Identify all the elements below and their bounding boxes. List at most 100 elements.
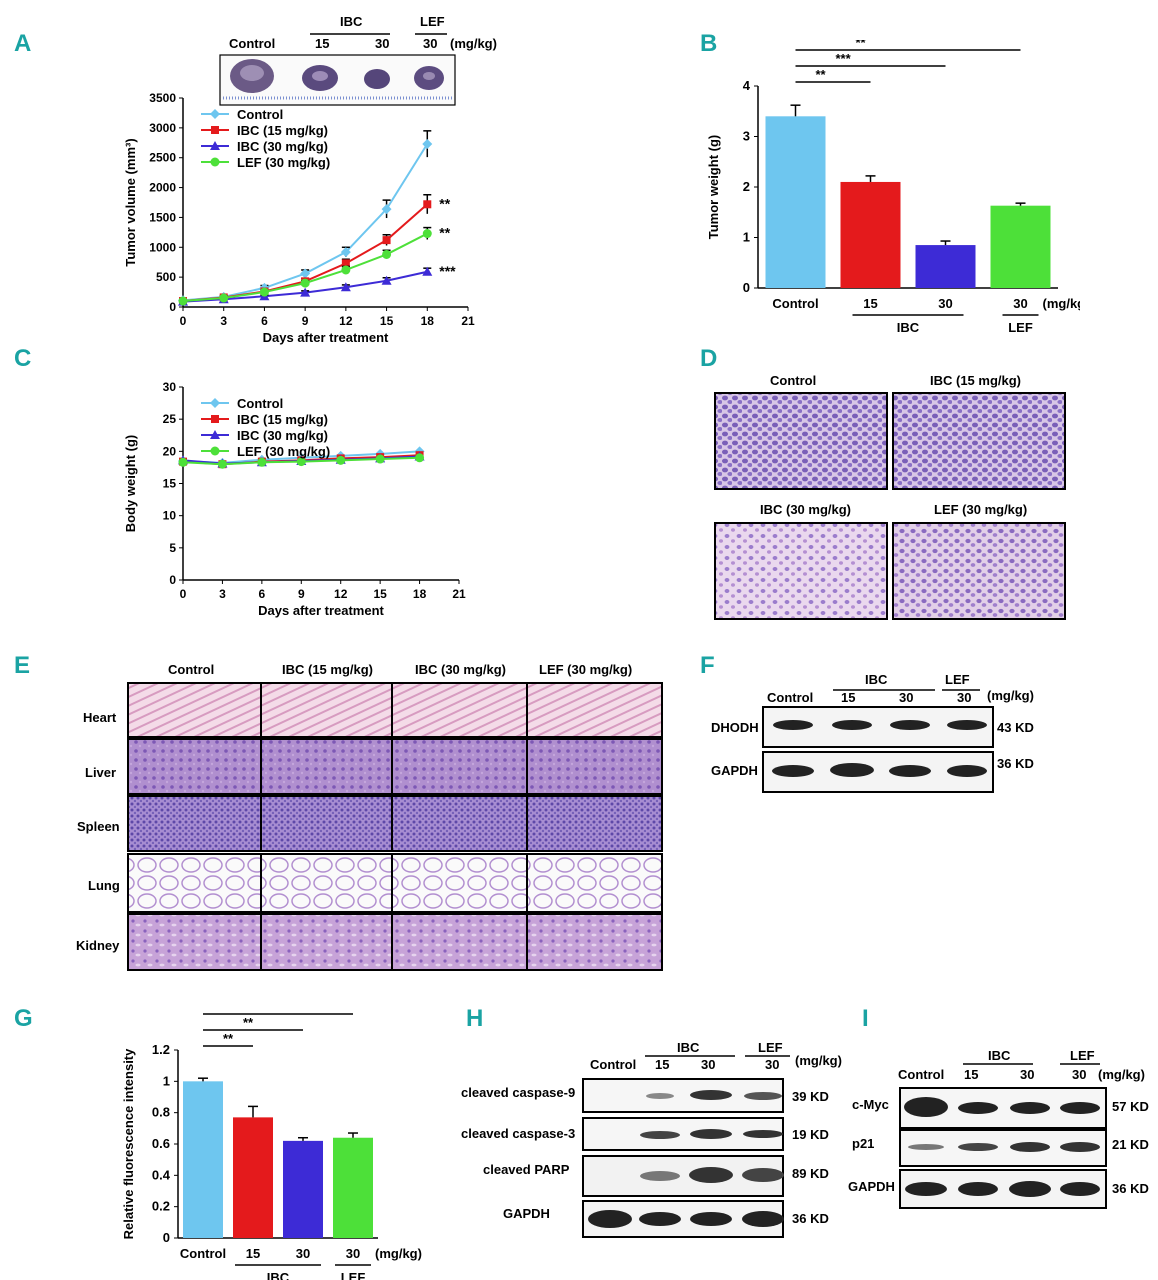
- tumor-photo-lef-label: LEF: [420, 14, 445, 29]
- chart-g-significance-label: **: [263, 1010, 274, 1014]
- chart-a-legend-marker: [211, 126, 219, 134]
- histology-e-tiles: [127, 682, 663, 971]
- chart-a-significance: ***: [439, 263, 456, 279]
- chart-a-legend-marker: [210, 109, 220, 119]
- chart-a-x-tick-label: 3: [220, 314, 227, 328]
- panel-label-h: H: [466, 1005, 484, 1032]
- chart-b-significance-label: **: [816, 67, 827, 82]
- chart-c-legend-label: LEF (30 mg/kg): [237, 444, 330, 459]
- blot-i-p21-band-ibc30: [1010, 1142, 1050, 1152]
- blot-i-gapdh-band-control: [905, 1182, 947, 1196]
- blot-h-row-parp: cleaved PARP: [483, 1162, 570, 1177]
- blot-i-p21-band-lef30: [1060, 1142, 1100, 1152]
- chart-b-y-label: Tumor weight (g): [706, 135, 721, 239]
- blot-i-gapdh-bands: [905, 1181, 1100, 1197]
- tumor-weight-chart: 0 1 2 3 4 Tumor weight (g) Control 15 30 30 (mg/kg…: [706, 40, 1080, 335]
- chart-c-x-tick-label: 3: [219, 587, 226, 601]
- chart-g-group-label-lef: LEF: [341, 1270, 366, 1280]
- blot-i-row-p21: p21: [852, 1136, 874, 1151]
- blot-f-row-dhodh: DHODH: [711, 720, 759, 735]
- chart-b-category-label: Control: [772, 296, 818, 311]
- chart-a-x-label: Days after treatment: [263, 330, 389, 345]
- chart-g-group-label-ibc: IBC: [267, 1270, 290, 1280]
- blot-h-gapdh-band-control: [588, 1210, 632, 1228]
- chart-a-point: [340, 282, 351, 292]
- histology-e-heart-ibc30: [391, 682, 528, 738]
- chart-a-y-label: Tumor volume (mm³): [123, 138, 138, 266]
- blot-i-ibc-label: IBC: [988, 1048, 1011, 1063]
- blot-f-gapdh-band-ibc30: [889, 765, 931, 777]
- chart-a-point: [422, 229, 432, 239]
- blot-h-parp-band-lef30: [742, 1168, 784, 1182]
- blot-h-casp9-band-ibc15: [646, 1093, 674, 1099]
- blot-i-gapdh-band-lef30: [1060, 1182, 1100, 1196]
- panel-label-g: G: [14, 1005, 33, 1032]
- chart-a-x-tick-label: 6: [261, 314, 268, 328]
- histology-d-lef30-image: [892, 522, 1066, 620]
- blot-h-casp9-band-ibc30: [690, 1090, 732, 1100]
- chart-a-legend-label: LEF (30 mg/kg): [237, 155, 330, 170]
- chart-a-point: [300, 268, 311, 279]
- chart-g-bar-3: [333, 1137, 373, 1238]
- chart-c-y-tick-label: 25: [163, 412, 177, 426]
- organ-histology-grid: Control IBC (15 mg/kg) IBC (30 mg/kg) LE…: [76, 662, 663, 971]
- blot-i-dose-30a: 30: [1020, 1067, 1034, 1082]
- histology-e-heart-ibc15: [260, 682, 393, 738]
- chart-a-point: [423, 200, 432, 209]
- chart-a-point: [341, 259, 350, 268]
- blot-h-ibc-label: IBC: [677, 1040, 700, 1055]
- panel-label-d: D: [700, 345, 718, 372]
- blot-h-gapdh-band-ibc30: [690, 1212, 732, 1226]
- blot-h-row-casp9: cleaved caspase-9: [461, 1085, 575, 1100]
- blot-h-dose-30b: 30: [765, 1057, 779, 1072]
- histology-e-liver-ibc15: [260, 738, 393, 795]
- chart-a-point: [178, 296, 188, 306]
- chart-a-significance: **: [439, 225, 450, 241]
- chart-a-point: [422, 138, 433, 149]
- blot-i-dose-30b: 30: [1072, 1067, 1086, 1082]
- chart-a-x-tick-label: 12: [339, 314, 353, 328]
- blot-h-row-casp3: cleaved caspase-3: [461, 1126, 575, 1141]
- blot-i-unit: (mg/kg): [1098, 1067, 1145, 1082]
- chart-g-category-label: Control: [180, 1246, 226, 1261]
- chart-a-legend-label: IBC (30 mg/kg): [237, 139, 328, 154]
- chart-a-point: [259, 287, 269, 297]
- chart-a-y-tick-label: 2000: [149, 181, 176, 195]
- chart-a-y-tick-label: 1000: [149, 240, 176, 254]
- chart-a-x-tick-label: 9: [302, 314, 309, 328]
- histology-d-label-lef30: LEF (30 mg/kg): [934, 502, 1027, 517]
- chart-c-x-tick-label: 6: [259, 587, 266, 601]
- panel-label-i: I: [862, 1005, 869, 1032]
- blot-f-gapdh-band-ibc15: [830, 763, 874, 777]
- chart-a-point: [381, 275, 392, 285]
- histology-e-liver-control: [127, 738, 262, 795]
- blot-i-cmyc-band-ibc30: [1010, 1102, 1050, 1114]
- chart-b-y-tick-label: 3: [743, 129, 750, 144]
- histology-e-spleen-ibc15: [260, 795, 393, 852]
- chart-g-category-label: 30: [346, 1246, 360, 1261]
- blot-f-dhodh-band-control: [773, 720, 813, 730]
- western-blot-f: IBC LEF Control 15 30 30 (mg/kg) DHODH 4…: [711, 672, 1034, 793]
- chart-b-significance-label: **: [856, 40, 867, 50]
- histology-e-row-spleen: Spleen: [77, 819, 120, 834]
- blot-f-dhodh-band-lef30: [947, 720, 987, 730]
- chart-b-bar-2: [915, 245, 976, 288]
- chart-a-point: [382, 249, 392, 259]
- chart-b-category-label: 30: [1013, 296, 1027, 311]
- chart-c-y-label: Body weight (g): [123, 435, 138, 533]
- histology-d-label-control: Control: [770, 373, 816, 388]
- chart-a-significance: **: [439, 195, 450, 211]
- histology-e-liver-lef30: [526, 738, 663, 795]
- blot-h-kd-casp9: 39 KD: [792, 1089, 829, 1104]
- histology-e-lung-lef30: [526, 853, 663, 913]
- chart-b-bar-3: [990, 205, 1051, 288]
- blot-i-control-label: Control: [898, 1067, 944, 1082]
- chart-g-y-tick-label: 1: [163, 1073, 170, 1088]
- histology-e-heart-lef30: [526, 682, 663, 738]
- tumor-photo-dose-30b: 30: [423, 36, 437, 51]
- chart-c-y-tick-label: 10: [163, 509, 177, 523]
- blot-f-row-gapdh: GAPDH: [711, 763, 758, 778]
- chart-a-point: [340, 247, 351, 258]
- blot-f-dhodh-bands: [773, 720, 987, 730]
- histology-e-lung-control: [127, 853, 262, 913]
